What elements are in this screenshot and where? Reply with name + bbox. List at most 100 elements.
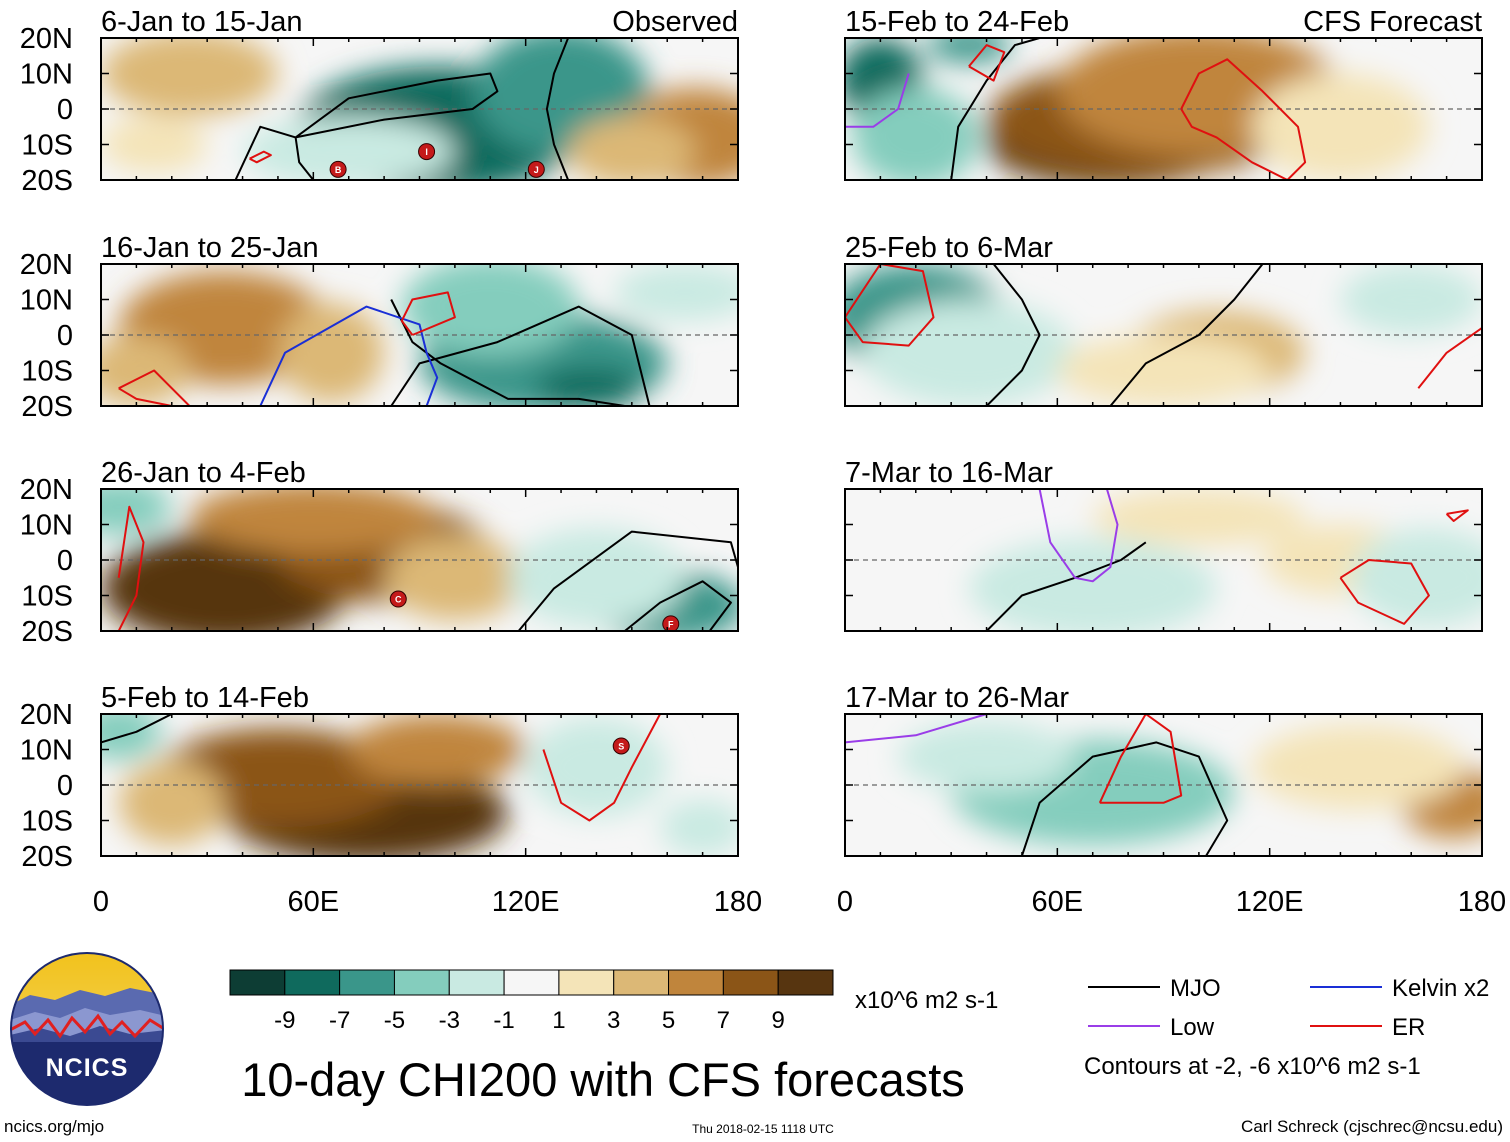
y-tick-label: 0 (57, 545, 73, 577)
contour-mjo (517, 530, 738, 631)
anomaly-blob (101, 38, 278, 117)
anomaly-blob (118, 760, 225, 846)
y-tick-label: 20N (20, 23, 73, 55)
panel-title: 25-Feb to 6-Mar (845, 232, 1053, 264)
anomaly-blob (898, 721, 1076, 793)
cyclone-label: I (425, 147, 428, 157)
panel-source: Observed (612, 6, 738, 38)
contour-mjo (1109, 264, 1264, 406)
x-tick-label: 120E (492, 886, 560, 918)
anomaly-blob (507, 528, 685, 628)
y-tick-label: 20S (21, 841, 73, 873)
figure-title: 10-day CHI200 with CFS forecasts (241, 1053, 965, 1106)
colorbar-tick: -1 (493, 1007, 514, 1034)
x-tick-label: 60E (1032, 886, 1084, 918)
cyclone-marker: C (389, 590, 407, 608)
ncics-logo: NCICS (10, 952, 164, 1106)
y-tick-label: 0 (57, 94, 73, 126)
y-tick-label: 0 (57, 770, 73, 802)
cyclone-marker: F (662, 615, 680, 631)
anomaly-blob (926, 38, 1012, 63)
cyclone-marker: J (527, 160, 545, 178)
legend-label-mjo: MJO (1170, 975, 1221, 1002)
x-tick-label: 0 (93, 886, 109, 918)
colorbar-swatch (613, 969, 670, 996)
y-tick-label: 20S (21, 165, 73, 197)
colorbar-swatch (777, 969, 834, 996)
anomaly-blob (242, 116, 455, 180)
anomaly-blob (101, 714, 162, 761)
colorbar-tick: 3 (607, 1007, 620, 1034)
contour-er (542, 714, 661, 822)
anomaly-blob (614, 264, 738, 321)
footer-site: ncics.org/mjo (4, 1117, 104, 1136)
colorbar-swatch (722, 969, 779, 996)
anomaly-blob (1340, 264, 1482, 335)
panel-source: CFS Forecast (1303, 6, 1482, 38)
anomaly-blob (101, 116, 208, 173)
panel-8: 17-Mar to 26-Mar 0 60E 120E 180 (837, 682, 1506, 918)
panel-title: 7-Mar to 16-Mar (845, 457, 1053, 489)
colorbar-units: x10^6 m2 s-1 (855, 987, 998, 1014)
contour-er (1339, 559, 1430, 625)
colorbar-tick: -3 (439, 1007, 460, 1034)
footer-author: Carl Schreck (cjschrec@ncsu.edu) (1241, 1117, 1503, 1136)
anomaly-blob (568, 116, 696, 180)
contour-mjo (985, 264, 1041, 406)
contour-mjo (545, 38, 570, 180)
colorbar-tick: -9 (274, 1007, 295, 1034)
anomaly-blob (384, 535, 526, 621)
panel-title: 16-Jan to 25-Jan (101, 232, 319, 264)
cyclone-marker: I (418, 143, 436, 161)
y-tick-label: 10N (20, 510, 73, 542)
y-tick-label: 10N (20, 735, 73, 767)
colorbar-swatch (668, 969, 724, 996)
legend-label-kelvin: Kelvin x2 (1392, 975, 1489, 1002)
panel-title: 15-Feb to 24-Feb (845, 6, 1069, 38)
anomaly-blob (968, 538, 1217, 631)
contour-er (118, 369, 191, 406)
colorbar-tick: 1 (552, 1007, 565, 1034)
anomaly-blob (1351, 528, 1482, 628)
panel-6: 25-Feb to 6-Mar (844, 232, 1483, 407)
x-tick-label: 120E (1236, 886, 1304, 918)
legend-label-low: Low (1170, 1014, 1215, 1041)
y-tick-label: 10N (20, 285, 73, 317)
contour-low (845, 714, 987, 744)
panel-title: 17-Mar to 26-Mar (845, 682, 1069, 714)
y-tick-label: 20S (21, 391, 73, 423)
colorbar-tick: -7 (329, 1007, 350, 1034)
y-tick-label: 10S (21, 356, 73, 388)
anomaly-blob (1057, 335, 1270, 406)
anomaly-blob (1251, 724, 1465, 810)
colorbar-swatch (393, 969, 450, 996)
anomaly-blob (1092, 489, 1306, 546)
contour-mjo (950, 38, 1040, 180)
panel-title: 26-Jan to 4-Feb (101, 457, 306, 489)
cyclone-label: C (395, 595, 402, 605)
y-tick-label: 10S (21, 130, 73, 162)
panel-title: 5-Feb to 14-Feb (101, 682, 309, 714)
colorbar: -9 -7 -5 -3 -1 1 3 5 7 9 (229, 969, 834, 1034)
cyclone-label: F (668, 619, 674, 629)
footer-timestamp: Thu 2018-02-15 1118 UTC (692, 1122, 834, 1136)
anomaly-blob (1251, 73, 1429, 180)
panel-title: 6-Jan to 15-Jan (101, 6, 303, 38)
colorbar-tick: 9 (772, 1007, 785, 1034)
colorbar-swatch (448, 969, 505, 996)
anomaly-blob (189, 489, 438, 553)
anomaly-blob (536, 366, 643, 406)
legend-label-er: ER (1392, 1014, 1425, 1041)
cyclone-label: S (618, 741, 624, 751)
x-tick-label: 180 (714, 886, 762, 918)
cyclone-label: B (335, 165, 342, 175)
colorbar-swatch (558, 969, 615, 996)
y-tick-label: 10S (21, 806, 73, 838)
x-tick-label: 0 (837, 886, 853, 918)
colorbar-swatch (339, 969, 395, 996)
colorbar-tick: -5 (384, 1007, 405, 1034)
